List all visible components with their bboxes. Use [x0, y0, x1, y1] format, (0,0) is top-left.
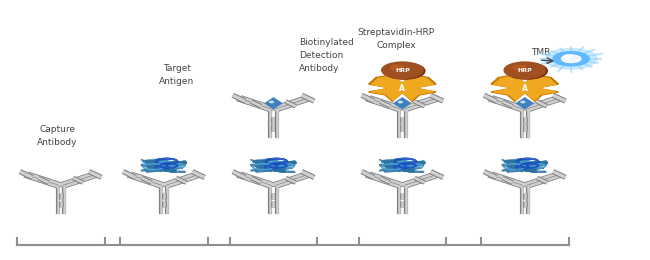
Text: TMB: TMB	[531, 48, 551, 57]
Polygon shape	[398, 87, 436, 101]
Polygon shape	[491, 75, 528, 89]
Polygon shape	[494, 76, 528, 89]
Polygon shape	[394, 98, 410, 109]
Polygon shape	[265, 98, 281, 109]
Circle shape	[564, 55, 573, 58]
Polygon shape	[399, 76, 434, 89]
Text: HRP: HRP	[517, 68, 532, 73]
Polygon shape	[521, 76, 556, 89]
Circle shape	[506, 63, 547, 79]
Text: Antigen: Antigen	[159, 76, 194, 86]
Circle shape	[514, 65, 526, 70]
Circle shape	[521, 101, 525, 103]
Polygon shape	[399, 87, 434, 100]
Text: Capture: Capture	[40, 125, 75, 134]
Circle shape	[504, 62, 545, 78]
Text: A: A	[399, 83, 405, 93]
Polygon shape	[371, 76, 406, 89]
Polygon shape	[371, 87, 406, 100]
Text: Detection: Detection	[299, 51, 343, 60]
Polygon shape	[398, 75, 436, 89]
Circle shape	[514, 84, 535, 92]
Polygon shape	[517, 98, 533, 109]
Circle shape	[562, 55, 581, 63]
Circle shape	[553, 52, 589, 66]
Text: Target: Target	[162, 64, 191, 73]
Circle shape	[398, 101, 402, 103]
Text: Complex: Complex	[376, 41, 416, 50]
Polygon shape	[491, 87, 528, 101]
Circle shape	[391, 65, 404, 70]
Polygon shape	[494, 87, 528, 100]
Circle shape	[384, 63, 425, 79]
Text: Antibody: Antibody	[37, 138, 78, 147]
Polygon shape	[369, 75, 406, 89]
Text: Antibody: Antibody	[299, 64, 340, 73]
Text: A: A	[522, 83, 528, 93]
Text: Biotinylated: Biotinylated	[299, 38, 354, 47]
Polygon shape	[521, 87, 556, 100]
Polygon shape	[521, 75, 558, 89]
Text: Streptavidin-HRP: Streptavidin-HRP	[358, 28, 434, 37]
Text: HRP: HRP	[395, 68, 410, 73]
Circle shape	[270, 101, 274, 103]
Circle shape	[545, 49, 597, 69]
Circle shape	[392, 84, 413, 92]
Polygon shape	[369, 87, 406, 101]
Circle shape	[382, 62, 423, 78]
Polygon shape	[521, 87, 558, 101]
